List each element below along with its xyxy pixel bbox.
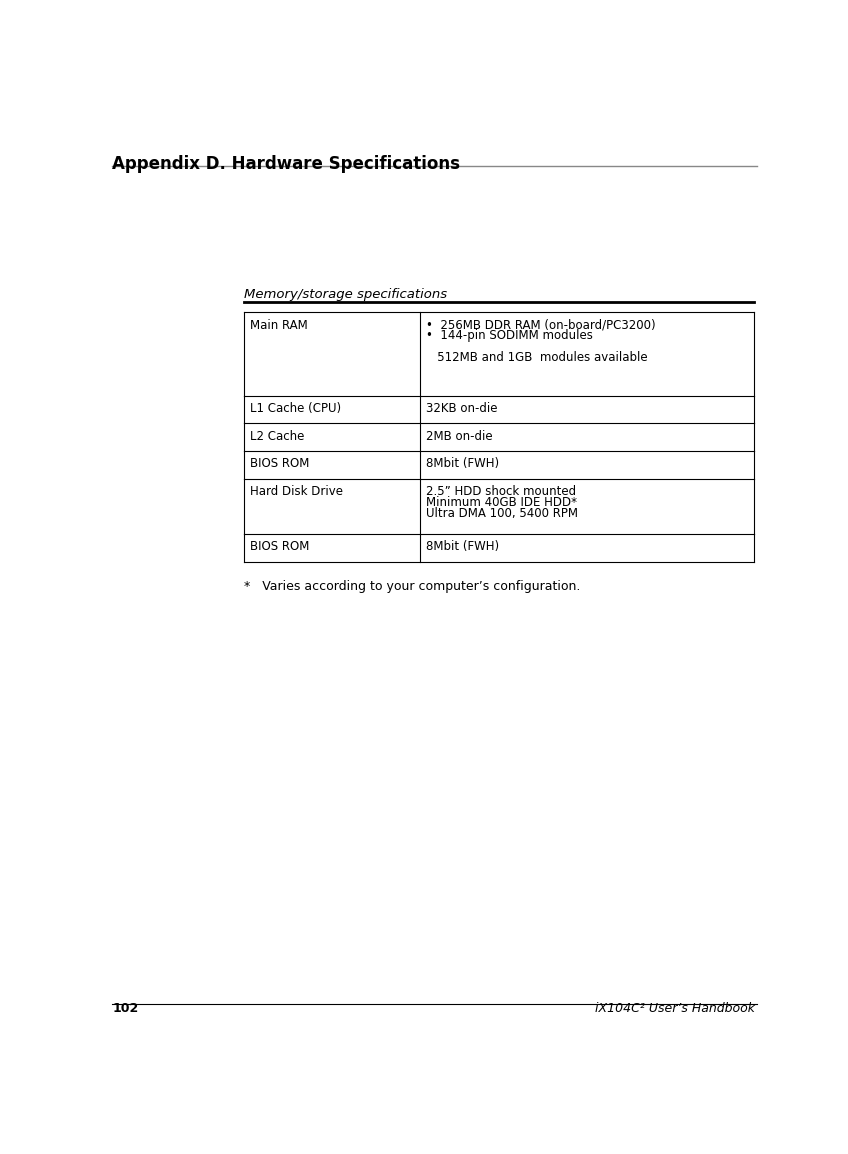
Text: •  144-pin SODIMM modules: • 144-pin SODIMM modules <box>426 329 593 343</box>
Text: 2MB on-die: 2MB on-die <box>426 429 493 442</box>
Text: Memory/storage specifications: Memory/storage specifications <box>244 287 447 301</box>
Text: BIOS ROM: BIOS ROM <box>250 540 310 554</box>
Text: L1 Cache (CPU): L1 Cache (CPU) <box>250 402 341 414</box>
Text: iX104C² User’s Handbook: iX104C² User’s Handbook <box>595 1002 756 1014</box>
Text: Appendix D. Hardware Specifications: Appendix D. Hardware Specifications <box>112 156 460 173</box>
Text: Hard Disk Drive: Hard Disk Drive <box>250 485 343 499</box>
Text: Ultra DMA 100, 5400 RPM: Ultra DMA 100, 5400 RPM <box>426 507 578 519</box>
Text: 102: 102 <box>112 1002 138 1014</box>
Text: 2.5” HDD shock mounted: 2.5” HDD shock mounted <box>426 485 576 499</box>
Text: L2 Cache: L2 Cache <box>250 429 304 442</box>
Text: BIOS ROM: BIOS ROM <box>250 457 310 471</box>
Text: *   Varies according to your computer’s configuration.: * Varies according to your computer’s co… <box>244 580 580 593</box>
Text: 8Mbit (FWH): 8Mbit (FWH) <box>426 457 499 471</box>
Text: Minimum 40GB IDE HDD*: Minimum 40GB IDE HDD* <box>426 496 577 509</box>
Text: •  256MB DDR RAM (on-board/PC3200): • 256MB DDR RAM (on-board/PC3200) <box>426 319 656 331</box>
Text: 32KB on-die: 32KB on-die <box>426 402 498 414</box>
Text: 8Mbit (FWH): 8Mbit (FWH) <box>426 540 499 554</box>
Text: Main RAM: Main RAM <box>250 319 308 331</box>
Text: 512MB and 1GB  modules available: 512MB and 1GB modules available <box>426 351 648 364</box>
